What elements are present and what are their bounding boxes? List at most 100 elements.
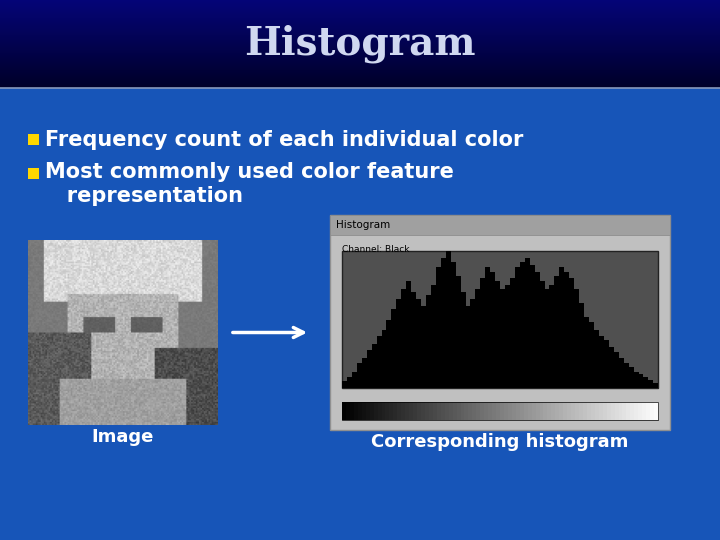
Bar [646, 402, 651, 420]
Bar [350, 402, 354, 420]
Bar [629, 367, 634, 388]
Bar [446, 251, 451, 388]
Bar [0, 79, 720, 80]
Bar [618, 358, 624, 388]
Bar [0, 83, 720, 85]
Bar [342, 402, 346, 420]
Bar [461, 292, 466, 388]
Bar [523, 402, 528, 420]
Bar [0, 32, 720, 34]
Bar [515, 267, 520, 388]
Bar [0, 77, 720, 78]
Bar [0, 49, 720, 51]
Bar [0, 58, 720, 59]
Bar [366, 349, 372, 388]
Bar [426, 295, 431, 388]
Bar [421, 306, 426, 388]
Bar [539, 402, 544, 420]
Bar [453, 402, 457, 420]
Bar [485, 267, 490, 388]
Bar [342, 251, 658, 388]
Bar [634, 402, 639, 420]
Bar [0, 9, 720, 11]
Bar [624, 363, 629, 388]
Bar [587, 402, 591, 420]
Bar [0, 81, 720, 83]
Bar [0, 86, 720, 88]
Bar [0, 26, 720, 28]
Bar [626, 402, 631, 420]
Bar [28, 134, 39, 145]
Bar [571, 402, 575, 420]
Bar [653, 382, 658, 388]
Bar [0, 84, 720, 86]
Bar [451, 262, 456, 388]
Bar [0, 65, 720, 67]
Bar [0, 19, 720, 21]
Bar [0, 75, 720, 76]
Bar [0, 56, 720, 57]
Text: representation: representation [45, 186, 243, 206]
Bar [495, 281, 500, 388]
Bar [516, 402, 521, 420]
Bar [433, 402, 437, 420]
Bar [530, 265, 535, 388]
Bar [0, 72, 720, 73]
Bar [445, 402, 449, 420]
Bar [0, 2, 720, 3]
Bar [0, 4, 720, 5]
Bar [0, 80, 720, 82]
Bar [377, 402, 382, 420]
Bar [330, 215, 670, 235]
Bar [0, 6, 720, 8]
Bar [615, 402, 619, 420]
Bar [531, 402, 536, 420]
Bar [411, 292, 416, 388]
Bar [608, 347, 614, 388]
Bar [603, 402, 607, 420]
Bar [0, 24, 720, 25]
Bar [441, 258, 446, 388]
Bar [552, 402, 556, 420]
Bar [361, 358, 367, 388]
Bar [520, 262, 525, 388]
Bar [480, 402, 485, 420]
Bar [500, 402, 505, 420]
Bar [421, 402, 426, 420]
Bar [654, 402, 659, 420]
Bar [607, 402, 611, 420]
Bar [385, 402, 390, 420]
Bar [0, 76, 720, 77]
Bar [539, 281, 545, 388]
Bar [397, 402, 402, 420]
Bar [0, 70, 720, 71]
Text: Image: Image [92, 428, 154, 446]
Bar [564, 272, 570, 388]
Bar [0, 18, 720, 20]
Bar [436, 267, 441, 388]
Bar [330, 215, 670, 430]
Bar [0, 78, 720, 79]
Bar [0, 22, 720, 23]
Bar [0, 17, 720, 19]
Bar [0, 33, 720, 35]
Bar [591, 402, 595, 420]
Bar [0, 43, 720, 44]
Bar [405, 402, 410, 420]
Bar [623, 402, 627, 420]
Bar [544, 289, 549, 388]
Bar [0, 38, 720, 39]
Bar [638, 402, 643, 420]
Bar [594, 330, 599, 388]
Bar [554, 275, 559, 388]
Bar [505, 285, 510, 388]
Bar [372, 344, 377, 388]
Bar [0, 44, 720, 45]
Text: Most commonly used color feature: Most commonly used color feature [45, 162, 454, 182]
Bar [603, 340, 609, 388]
Bar [0, 57, 720, 58]
Bar [461, 402, 465, 420]
Text: Corresponding histogram: Corresponding histogram [372, 433, 629, 451]
Bar [406, 281, 411, 388]
Bar [390, 402, 394, 420]
